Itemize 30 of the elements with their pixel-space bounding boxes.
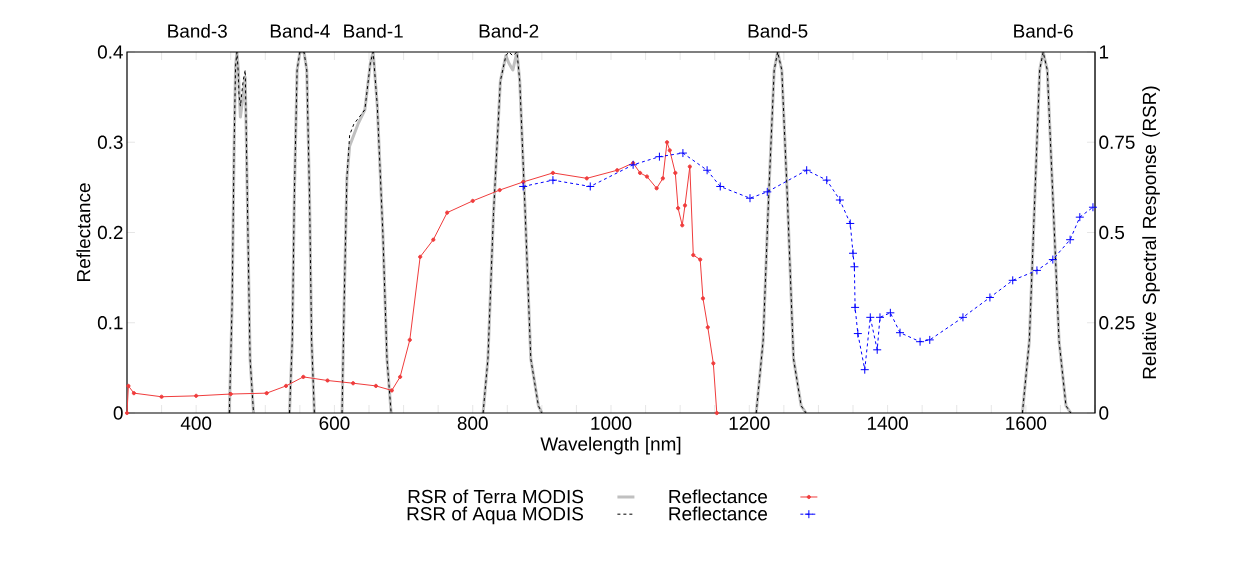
y2-tick-label: 0.75 <box>1099 135 1135 149</box>
x-tick-label: 1000 <box>591 416 632 430</box>
x-tick-label: 1400 <box>867 416 908 430</box>
annotation: Band-5 <box>748 23 808 38</box>
y-tick-label: 0.3 <box>97 135 123 149</box>
x-axis-title: Wavelength [nm] <box>540 436 681 455</box>
y-tick-label: 0 <box>113 406 123 420</box>
y2-tick-label: 0.5 <box>1099 225 1125 240</box>
legend-label: Reflectance <box>669 489 768 504</box>
x-tick-label: 400 <box>180 416 212 430</box>
y-tick-label: 0.4 <box>97 45 123 59</box>
x-tick-label: 800 <box>457 416 488 430</box>
x-tick-label: 600 <box>319 416 350 430</box>
legend-label: RSR of Terra MODIS <box>408 489 584 504</box>
annotation: Band-6 <box>1014 23 1073 38</box>
x-tick-label: 1200 <box>729 416 770 430</box>
y2-axis-title: Relative Spectral Response (RSR) <box>1142 86 1160 379</box>
annotation: Band-3 <box>168 23 227 38</box>
legend-label: Reflectance <box>669 506 768 521</box>
annotation: Band-1 <box>344 23 403 38</box>
x-tick-label: 1600 <box>1006 416 1047 430</box>
legend-label: RSR of Aqua MODIS <box>407 506 584 525</box>
y2-tick-label: 1 <box>1099 45 1109 59</box>
y2-tick-label: 0 <box>1099 406 1109 420</box>
y-tick-label: 0.2 <box>97 225 123 240</box>
y-axis-title: Reflectance <box>76 183 91 281</box>
y-tick-label: 0.1 <box>97 316 123 330</box>
annotation: Band-2 <box>479 23 539 38</box>
y2-tick-label: 0.25 <box>1099 316 1135 330</box>
annotation: Band-4 <box>270 23 330 38</box>
